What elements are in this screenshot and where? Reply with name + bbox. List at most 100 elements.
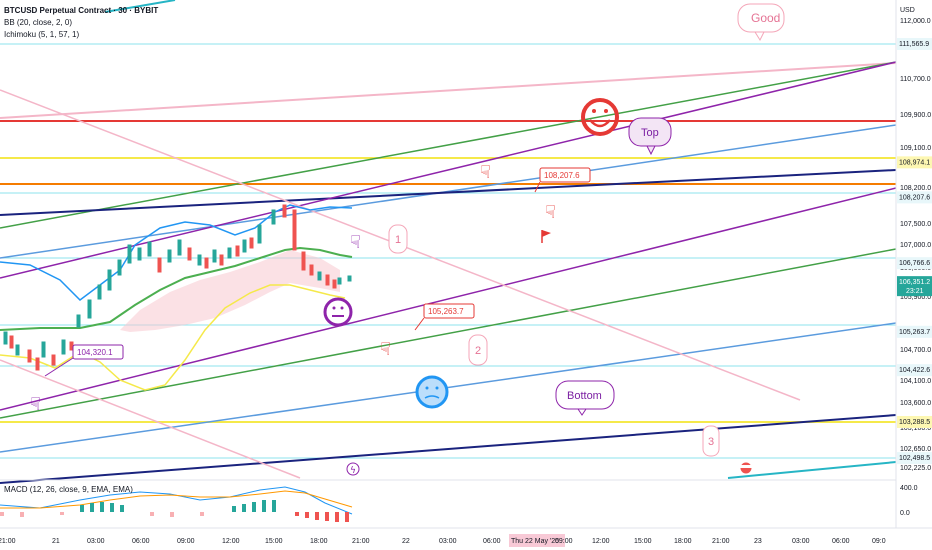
- svg-text:☟: ☟: [545, 202, 556, 223]
- x-tick-label: 12:00: [222, 538, 240, 545]
- price-tag-label: 106,351.2: [899, 279, 930, 286]
- y-tick-label: 109,900.0: [900, 112, 931, 119]
- y-tick-label: 108,200.0: [900, 185, 931, 192]
- svg-text:Good: Good: [751, 11, 780, 25]
- svg-text:Top: Top: [641, 127, 659, 139]
- x-tick-label: 15:00: [265, 538, 283, 545]
- price-tag-label: 105,263.7: [899, 329, 930, 336]
- hand-pointer-icon: ☟ ☟ ☟ ☟ ☟: [30, 162, 556, 415]
- label-good: Good: [737, 3, 785, 42]
- svg-text:☟: ☟: [380, 339, 391, 360]
- flag-icon: [541, 230, 551, 243]
- callout-104320-text: 104,320.1: [77, 348, 113, 357]
- price-tag: [897, 364, 932, 377]
- x-tick-label: 03:00: [87, 538, 105, 545]
- label-wave-3: 3: [702, 425, 720, 457]
- x-tick-label: 18:00: [310, 538, 328, 545]
- y-tick-label: 107,500.0: [900, 221, 931, 228]
- svg-text:☟: ☟: [350, 232, 361, 253]
- x-tick-label: 21:00: [712, 538, 730, 545]
- callout-105263: 105,263.7: [414, 303, 475, 331]
- sad-face-icon: [415, 375, 449, 409]
- ichimoku-cloud: [120, 250, 340, 332]
- x-tick-label: 21:00: [0, 538, 16, 545]
- y-tick-label: 110,700.0: [900, 76, 931, 83]
- neutral-face-icon: [323, 297, 353, 327]
- x-tick-label: 06:00: [132, 538, 150, 545]
- x-tick-label: 18:00: [674, 538, 692, 545]
- price-tag-label: 106,766.6: [899, 260, 930, 267]
- label-wave-2: 2: [468, 334, 488, 366]
- bb-legend[interactable]: BB (20, close, 2, 0): [4, 18, 73, 27]
- price-tag: [897, 416, 932, 428]
- label-wave-1: 1: [388, 224, 408, 254]
- candlesticks: [3, 204, 352, 371]
- x-tick-label: 03:00: [439, 538, 457, 545]
- y-tick-label: 103,100.0: [900, 425, 931, 432]
- y-tick-label: 105,900.0: [900, 294, 931, 301]
- price-tag-label: 108,974.1: [899, 159, 930, 166]
- price-tag-label: 111,565.9: [899, 41, 929, 48]
- x-tick-label: 09:00: [177, 538, 195, 545]
- macd-panel: [0, 479, 932, 529]
- price-tag: [897, 325, 932, 338]
- y-tick-label: 102,650.0: [900, 446, 931, 453]
- macd-tick-0: 0.0: [900, 510, 910, 517]
- y-tick-label: 103,600.0: [900, 400, 931, 407]
- x-tick-label: 23: [754, 538, 762, 545]
- svg-text:1: 1: [395, 234, 401, 246]
- price-tag: [897, 276, 932, 297]
- x-tick-label: 15:00: [634, 538, 652, 545]
- price-countdown: 23:21: [906, 288, 924, 295]
- time-axis: 21:00 21 03:00 06:00 09:00 12:00 15:00 18:00 21:…: [0, 534, 886, 547]
- symbol-title[interactable]: BTCUSD Perpetual Contract · 30 · BYBIT: [4, 6, 159, 15]
- callout-108207-text: 108,207.6: [544, 171, 580, 180]
- happy-face-icon: [581, 98, 619, 136]
- bb-basis-green: [0, 246, 353, 331]
- y-tick-label: 112,000.0: [900, 18, 931, 25]
- y-tick-label: 107,000.0: [900, 242, 931, 249]
- ichimoku-lagging-yellow: [0, 284, 346, 391]
- callout-104320: 104,320.1: [44, 344, 124, 377]
- svg-text:☟: ☟: [30, 394, 41, 415]
- x-tick-label: 09:00: [555, 538, 573, 545]
- price-tag: [897, 191, 932, 204]
- svg-text:3: 3: [708, 436, 714, 448]
- y-tick-label: 102,225.0: [900, 465, 931, 472]
- y-tick-label: 104,100.0: [900, 378, 931, 385]
- price-tag-label: 104,422.6: [899, 367, 930, 374]
- x-tick-label: 09:0: [872, 538, 886, 545]
- y-tick-label: 109,100.0: [900, 145, 931, 152]
- price-tag: [897, 38, 932, 50]
- svg-text:2: 2: [475, 345, 481, 357]
- price-tag: [897, 156, 932, 169]
- price-tag-label: 103,288.5: [899, 419, 930, 426]
- x-tick-label: 22: [402, 538, 410, 545]
- label-bottom: Bottom: [555, 380, 615, 416]
- x-tick-label: Thu 22 May '25: [511, 538, 559, 545]
- svg-text:USD: USD: [900, 7, 915, 14]
- callout-108207: 108,207.6: [534, 167, 591, 193]
- price-tag-label: 102,498.5: [899, 455, 930, 462]
- x-tick-label: 06:00: [832, 538, 850, 545]
- callout-105263-text: 105,263.7: [428, 307, 464, 316]
- macd-tick-400: 400.0: [900, 485, 918, 492]
- x-tick-label: 21: [52, 538, 60, 545]
- macd-legend[interactable]: MACD (12, 26, close, 9, EMA, EMA): [4, 485, 133, 494]
- svg-text:ϟ: ϟ: [350, 466, 356, 476]
- flag-usa-icon: [739, 461, 753, 475]
- label-top: Top: [628, 117, 672, 156]
- x-tick-label: 03:00: [792, 538, 810, 545]
- ichimoku-legend[interactable]: Ichimoku (5, 1, 57, 1): [4, 30, 80, 39]
- svg-text:☟: ☟: [480, 162, 491, 183]
- price-tag-label: 108,207.6: [899, 194, 930, 201]
- price-tag: [897, 257, 932, 270]
- bb-band-blue: [0, 204, 353, 301]
- price-axis: USD 112,000.0 110,700.0 109,900.0 109,100.0…: [895, 0, 932, 528]
- x-tick-highlight: [509, 534, 565, 547]
- y-tick-label: 104,700.0: [900, 347, 931, 354]
- price-tag: [897, 452, 932, 465]
- x-tick-label: 06:00: [483, 538, 501, 545]
- x-tick-label: 12:00: [592, 538, 610, 545]
